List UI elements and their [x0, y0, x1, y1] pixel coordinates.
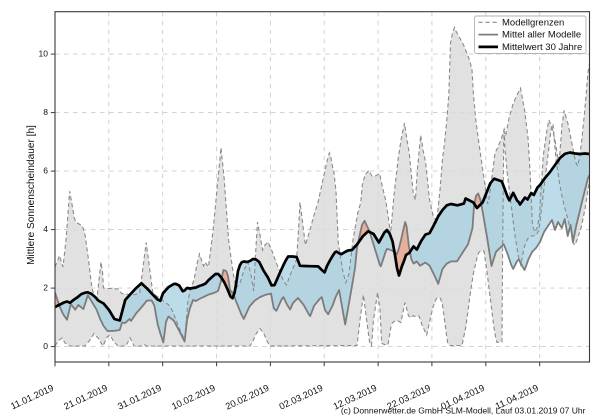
svg-text:10: 10	[39, 49, 49, 59]
svg-text:6: 6	[43, 166, 48, 176]
svg-text:0: 0	[43, 341, 48, 351]
svg-text:4: 4	[43, 224, 48, 234]
svg-text:Mittel aller Modelle: Mittel aller Modelle	[502, 30, 581, 41]
svg-text:8: 8	[43, 107, 48, 117]
svg-text:(c) Donnerwetter.de GmbH SLM-M: (c) Donnerwetter.de GmbH SLM-Modell, Lau…	[341, 406, 586, 416]
svg-text:Mittlere Sonnenscheindauer [h]: Mittlere Sonnenscheindauer [h]	[26, 125, 37, 265]
svg-text:Mittelwert 30 Jahre: Mittelwert 30 Jahre	[502, 42, 582, 53]
svg-text:2: 2	[43, 283, 48, 293]
svg-text:Modellgrenzen: Modellgrenzen	[502, 17, 564, 28]
